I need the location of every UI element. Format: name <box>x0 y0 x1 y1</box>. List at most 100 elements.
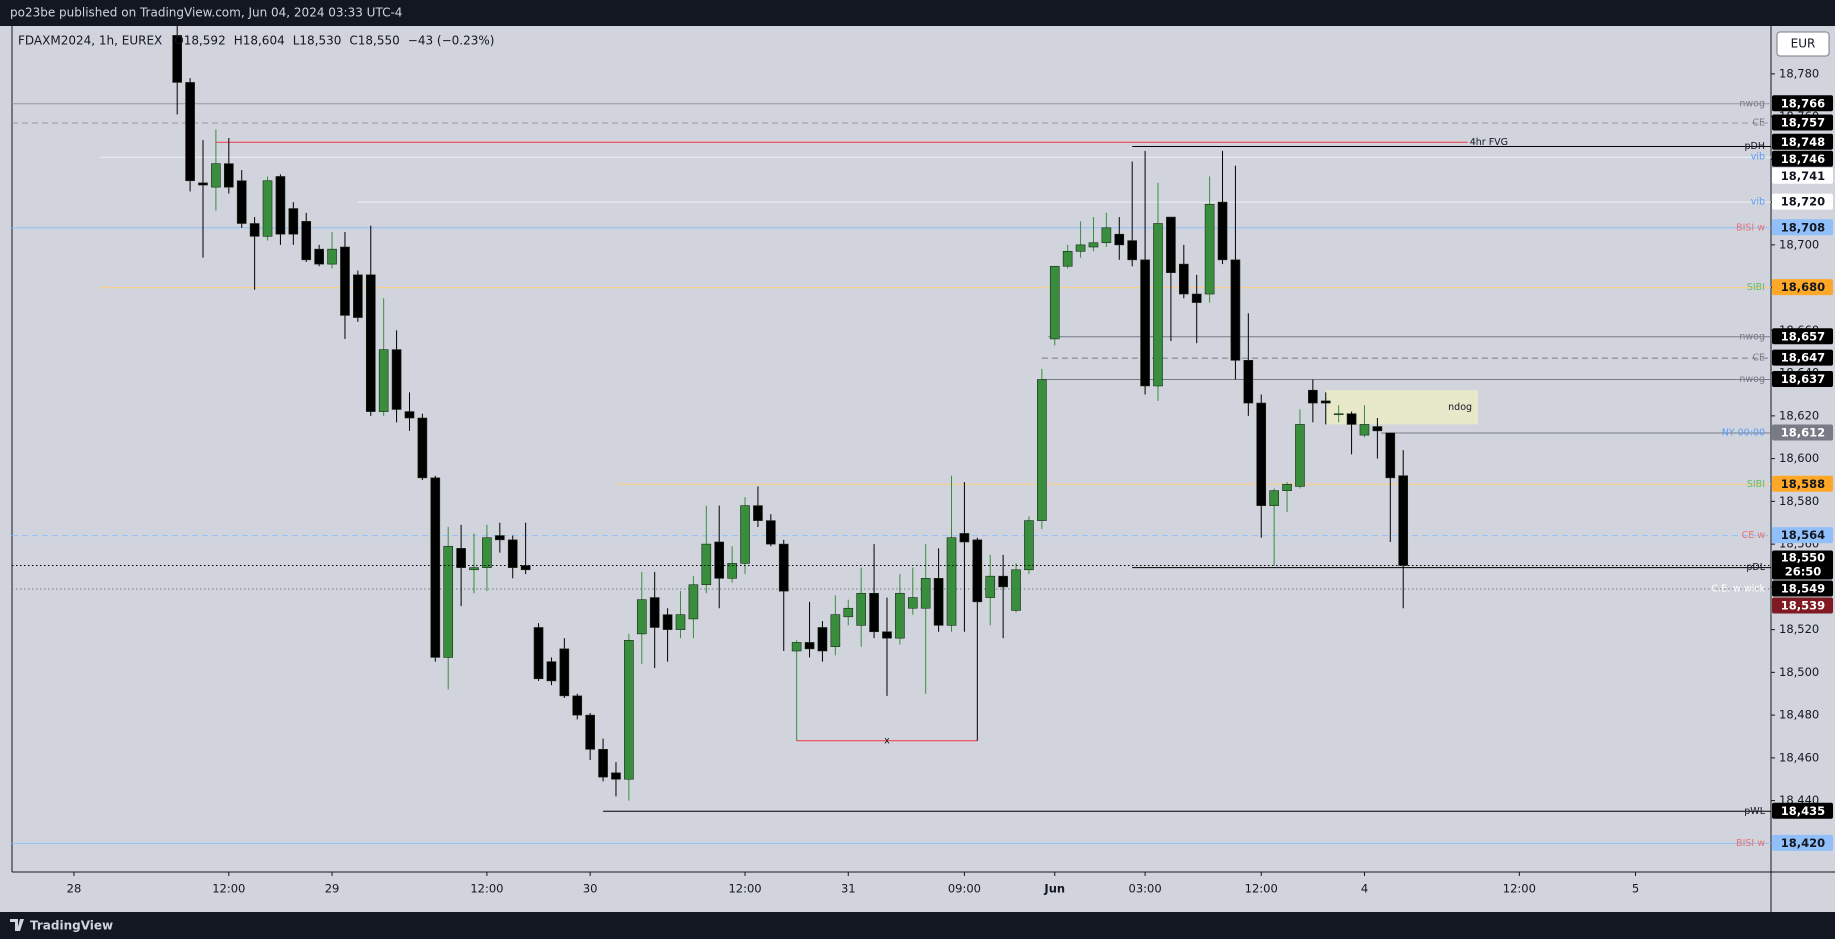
candle-body <box>830 614 841 648</box>
candle-body <box>249 223 260 237</box>
price-badge-label: 18,550 <box>1781 550 1825 564</box>
price-badge-label: 18,708 <box>1781 220 1825 234</box>
candle-body <box>1127 240 1138 261</box>
candle-body <box>456 548 466 568</box>
price-badge-label: 18,420 <box>1781 836 1825 850</box>
x-tick-label: Jun <box>1043 882 1065 896</box>
candle-body <box>262 180 273 237</box>
candle-body <box>895 592 905 639</box>
candle-body <box>172 35 183 83</box>
candle-body <box>1153 223 1163 387</box>
candle-body <box>223 163 234 188</box>
price-badge-label: 18,549 <box>1781 581 1825 595</box>
candle-body <box>1346 413 1357 425</box>
candle-body <box>1178 263 1189 295</box>
candle-body <box>236 180 247 224</box>
x-tick-label: 29 <box>325 882 340 896</box>
price-badge-label: 18,766 <box>1781 96 1825 110</box>
candle-body <box>507 539 518 568</box>
candle-body <box>1166 216 1176 273</box>
price-badge-label: 18,564 <box>1781 528 1825 542</box>
x-tick-label: 12:00 <box>470 882 503 896</box>
candle-body <box>391 349 402 410</box>
x-tick-label: 5 <box>1632 882 1639 896</box>
level-label: CE <box>1752 353 1765 364</box>
x-tick-label: 12:00 <box>1503 882 1536 896</box>
x-tick-label: 12:00 <box>212 882 245 896</box>
price-badge-label: 18,720 <box>1781 195 1825 209</box>
level-label: SIBI <box>1747 479 1765 490</box>
price-badge-label: 18,612 <box>1781 425 1825 439</box>
candle-body <box>753 505 763 521</box>
price-badge <box>1772 328 1833 345</box>
logo: TradingView <box>10 919 113 933</box>
price-badge-label: 18,741 <box>1781 169 1825 183</box>
candle-body <box>598 749 608 778</box>
candle-body <box>443 545 454 658</box>
price-badge <box>1772 475 1833 492</box>
level-label: BISI w <box>1736 838 1765 849</box>
level-label: CE <box>1752 118 1765 129</box>
candle-body <box>649 597 660 628</box>
legend-value: L18,530 <box>293 34 342 48</box>
price-badge-label: 18,647 <box>1781 351 1825 365</box>
candle-body <box>611 772 621 780</box>
candle-body <box>1256 402 1267 506</box>
currency-box[interactable] <box>1776 31 1830 57</box>
price-badge <box>1772 193 1833 210</box>
candle-body <box>482 537 492 568</box>
candle-body <box>1062 250 1073 267</box>
level-label: nwog <box>1739 331 1765 342</box>
price-badge <box>1772 802 1833 819</box>
price-badge-label: 26:50 <box>1785 564 1822 578</box>
y-tick-label: 18,580 <box>1779 494 1819 508</box>
candle-body <box>585 714 595 750</box>
level-label: pDL <box>1746 562 1765 573</box>
candle-body <box>353 274 363 318</box>
bottom-bar <box>0 912 1835 939</box>
candle-body <box>1243 359 1254 404</box>
candle-body <box>1333 413 1344 416</box>
price-badge-label: 18,637 <box>1781 372 1825 386</box>
price-badges: 18,766 18,757 18,748 18,746 18,741 18,720 18,7… <box>1772 95 1833 851</box>
candle-body <box>185 82 195 182</box>
price-badge <box>1772 95 1833 112</box>
candle-body <box>1075 244 1086 252</box>
level-label: pDH <box>1745 141 1766 152</box>
candle-body <box>727 563 737 579</box>
candle-body <box>1320 400 1331 404</box>
candle-body <box>933 578 944 626</box>
candle-body <box>907 597 918 609</box>
level-label: vib <box>1751 152 1765 163</box>
level-label: pWL <box>1744 806 1765 817</box>
candle-body <box>1088 242 1099 248</box>
candle-body <box>327 248 337 265</box>
y-tick-label: 18,600 <box>1779 451 1819 465</box>
y-tick-label: 18,480 <box>1779 708 1819 722</box>
candle-body <box>275 176 286 235</box>
x-tick-label: 12:00 <box>1245 882 1278 896</box>
x-tick-label: 30 <box>583 882 598 896</box>
candle-body <box>1282 483 1292 491</box>
price-badge <box>1772 834 1833 851</box>
logo-icon <box>10 919 24 931</box>
candle-body <box>314 248 324 265</box>
candle-body <box>843 607 854 618</box>
x-tick-label: 31 <box>841 882 856 896</box>
symbol: FDAXM2024, 1h, EUREX <box>18 34 162 48</box>
level-label: SIBI <box>1747 282 1765 293</box>
candle-body <box>1230 259 1241 361</box>
level-label: BISI w <box>1736 222 1765 233</box>
candle-body <box>766 520 776 545</box>
candle-body <box>572 695 583 716</box>
left-margin <box>0 26 12 912</box>
candle-body <box>198 182 208 186</box>
level-label: nwog <box>1739 374 1765 385</box>
candle-body <box>624 640 634 780</box>
candle-body <box>430 477 441 658</box>
price-badge <box>1772 219 1833 236</box>
x-tick-label: 12:00 <box>728 882 761 896</box>
candle-body <box>1037 379 1047 521</box>
